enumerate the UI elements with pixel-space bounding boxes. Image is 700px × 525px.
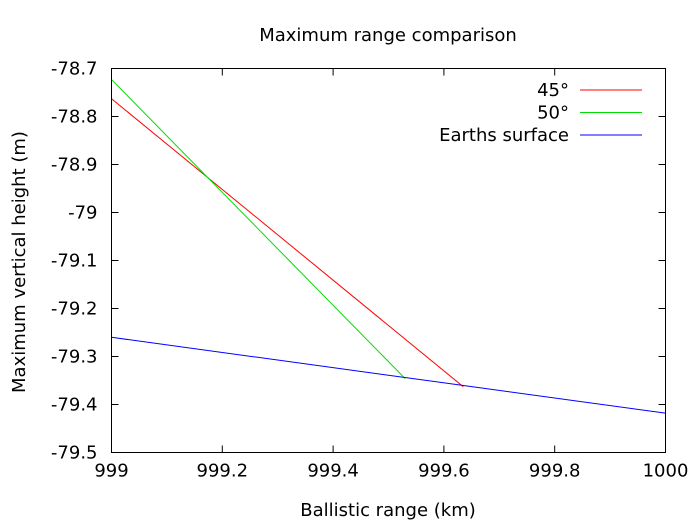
axis-ticks: 999 999.2 999.4 999.6 999.8 1000 -78.7 -78.8 -78…	[51, 59, 688, 482]
y-tick-label: -78.8	[51, 107, 98, 128]
y-tick-label: -79.5	[51, 443, 98, 464]
legend-label: 50°	[537, 103, 569, 124]
x-tick-label: 999.6	[418, 461, 470, 482]
plot-border	[111, 68, 666, 453]
series-line	[111, 336, 666, 414]
series-line	[111, 98, 464, 388]
legend: 45°50°Earths surface	[439, 80, 642, 146]
y-tick-label: -78.7	[51, 59, 98, 80]
x-axis-label: Ballistic range (km)	[300, 500, 476, 521]
x-tick-label: 999.2	[197, 461, 249, 482]
y-tick-label: -79.2	[51, 299, 98, 320]
y-tick-label: -78.9	[51, 155, 98, 176]
y-tick-label: -79.3	[51, 347, 98, 368]
x-tick-label: 999.8	[529, 461, 581, 482]
chart-title: Maximum range comparison	[259, 25, 517, 46]
plot-lines	[111, 79, 666, 414]
legend-label: 45°	[537, 80, 569, 101]
x-tick-label: 999	[94, 461, 128, 482]
series-line	[111, 79, 406, 379]
x-tick-label: 999.4	[307, 461, 359, 482]
y-tick-label: -79	[68, 203, 97, 224]
x-tick-label: 1000	[643, 461, 689, 482]
y-tick-label: -79.1	[51, 251, 98, 272]
y-tick-label: -79.4	[51, 395, 98, 416]
y-axis-label: Maximum vertical height (m)	[9, 131, 30, 393]
legend-label: Earths surface	[439, 125, 569, 146]
